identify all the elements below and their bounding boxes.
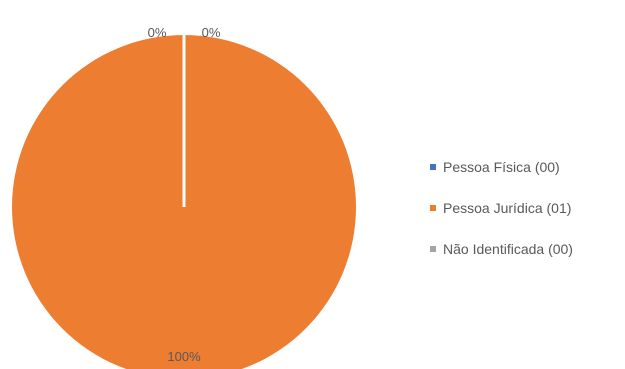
legend-marker-1 (430, 205, 436, 211)
legend-label-0: Pessoa Física (00) (443, 159, 560, 175)
legend: Pessoa Física (00) Pessoa Jurídica (01) Nã… (430, 159, 573, 257)
legend-label-2: Não Identificada (00) (443, 241, 573, 257)
legend-label-1: Pessoa Jurídica (01) (443, 200, 571, 216)
legend-marker-0 (430, 164, 436, 170)
data-labels: 0% 100% 0% (148, 25, 221, 364)
data-label-1: 100% (167, 349, 201, 364)
legend-marker-2 (430, 246, 436, 252)
data-label-2: 0% (202, 25, 221, 40)
data-label-0: 0% (148, 25, 167, 40)
